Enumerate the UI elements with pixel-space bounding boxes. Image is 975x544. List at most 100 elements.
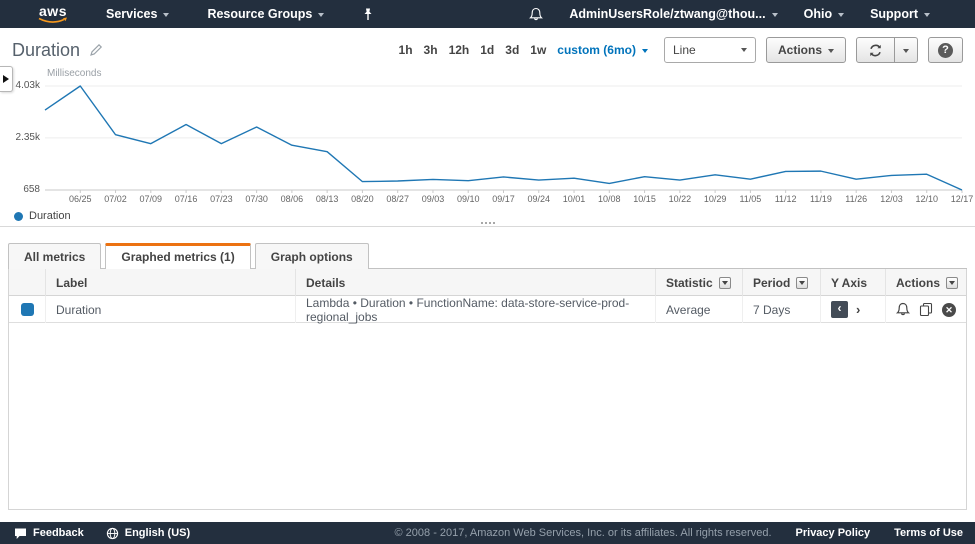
chevron-down-icon	[318, 13, 324, 20]
nav-resource-groups[interactable]: Resource Groups	[207, 7, 324, 21]
legend-item-duration[interactable]: Duration	[14, 210, 71, 222]
y-axis-tick-label: 4.03k	[0, 80, 40, 91]
x-axis-label: 10/29	[704, 194, 727, 204]
chart-toolbar: 1h 3h 12h 1d 3d 1w custom (6mo) Line Actions	[399, 37, 963, 63]
cell-actions: ✕	[886, 296, 975, 323]
legend-color-swatch	[14, 212, 23, 221]
y-axis-right-button[interactable]: ›	[856, 302, 860, 317]
chevron-down-icon	[924, 13, 930, 20]
x-axis-label: 09/10	[457, 194, 480, 204]
custom-range-button[interactable]: custom (6mo)	[557, 43, 648, 57]
tab-graphed-metrics[interactable]: Graphed metrics (1)	[105, 243, 250, 269]
time-range-3d[interactable]: 3d	[505, 43, 519, 57]
top-navigation-bar: aws Services Resource Groups	[0, 0, 975, 28]
table-row: Duration Lambda • Duration • FunctionNam…	[9, 296, 966, 323]
globe-icon	[106, 527, 119, 540]
create-alarm-button[interactable]	[896, 302, 910, 317]
custom-range-label: custom (6mo)	[557, 43, 636, 57]
y-axis-unit-label: Milliseconds	[47, 68, 101, 79]
x-axis-label: 09/24	[528, 194, 551, 204]
aws-logo[interactable]: aws	[38, 5, 68, 24]
time-range-1d[interactable]: 1d	[480, 43, 494, 57]
metric-color-swatch[interactable]	[21, 303, 34, 316]
remove-metric-button[interactable]: ✕	[942, 303, 956, 317]
time-range-12h[interactable]: 12h	[449, 43, 470, 57]
chevron-down-icon	[741, 48, 747, 55]
statistic-dropdown-icon[interactable]	[719, 277, 731, 289]
nav-region-menu[interactable]: Ohio	[804, 7, 844, 21]
copyright-text: © 2008 - 2017, Amazon Web Services, Inc.…	[395, 527, 772, 539]
x-axis-label: 12/17	[951, 194, 974, 204]
cell-y-axis: ‹ ›	[821, 296, 886, 323]
bell-icon	[896, 302, 910, 317]
edit-title-pencil-icon[interactable]	[89, 43, 103, 57]
x-axis-label: 07/30	[245, 194, 268, 204]
nav-support-menu[interactable]: Support	[870, 7, 930, 21]
x-axis-label: 07/16	[175, 194, 198, 204]
row-color-cell	[9, 296, 46, 323]
time-range-3h[interactable]: 3h	[424, 43, 438, 57]
x-axis-label: 08/20	[351, 194, 374, 204]
nav-support-label: Support	[870, 7, 918, 21]
chevron-down-icon	[642, 49, 648, 56]
close-icon: ✕	[942, 303, 956, 317]
pane-resize-handle[interactable]	[0, 226, 975, 240]
question-mark-icon: ?	[938, 43, 953, 58]
refresh-icon	[868, 43, 883, 58]
chevron-down-icon	[163, 13, 169, 20]
notifications-bell-button[interactable]	[529, 7, 543, 22]
x-axis-label: 11/12	[775, 194, 797, 204]
pin-button[interactable]	[362, 8, 374, 21]
x-axis-label: 07/09	[140, 194, 163, 204]
help-button[interactable]: ?	[928, 37, 963, 63]
duplicate-metric-button[interactable]	[919, 302, 933, 317]
period-dropdown-icon[interactable]	[796, 277, 808, 289]
actions-button[interactable]: Actions	[766, 37, 846, 63]
feedback-label: Feedback	[33, 527, 84, 539]
tab-all-metrics[interactable]: All metrics	[8, 243, 101, 269]
x-axis-label: 11/26	[845, 194, 867, 204]
refresh-button[interactable]	[856, 37, 895, 63]
language-button[interactable]: English (US)	[106, 527, 190, 540]
cell-statistic[interactable]: Average	[656, 296, 743, 323]
x-axis-label: 10/08	[598, 194, 621, 204]
actions-dropdown-icon[interactable]	[946, 277, 958, 289]
graphed-metrics-table: Label Details Statistic Period Y Axis Ac…	[8, 269, 967, 510]
feedback-button[interactable]: Feedback	[14, 527, 84, 540]
refresh-options-button[interactable]	[895, 37, 918, 63]
chart-type-select[interactable]: Line	[664, 37, 756, 63]
nav-region-label: Ohio	[804, 7, 832, 21]
cell-label: Duration	[46, 296, 296, 323]
terms-of-use-link[interactable]: Terms of Use	[894, 527, 963, 539]
nav-services[interactable]: Services	[106, 7, 169, 21]
x-axis-label: 09/03	[422, 194, 445, 204]
chevron-down-icon	[903, 49, 909, 56]
line-chart-plot	[0, 64, 975, 204]
title-toolbar-row: Duration 1h 3h 12h 1d 3d 1w custom (6mo) Line…	[0, 28, 975, 64]
x-axis-label: 09/17	[492, 194, 515, 204]
x-axis-label: 07/02	[104, 194, 127, 204]
x-axis-label: 10/22	[669, 194, 692, 204]
y-axis-tick-label: 658	[0, 184, 40, 195]
nav-services-label: Services	[106, 7, 157, 21]
nav-user-menu[interactable]: AdminUsersRole/ztwang@thou...	[569, 7, 777, 21]
legend-label: Duration	[29, 210, 71, 222]
cell-details: Lambda • Duration • FunctionName: data-s…	[296, 296, 656, 323]
nav-resource-groups-label: Resource Groups	[207, 7, 312, 21]
chevron-down-icon	[772, 13, 778, 20]
header-period: Period	[743, 269, 821, 296]
actions-button-label: Actions	[778, 43, 822, 57]
footer-bar: Feedback English (US) © 2008 - 2017, Ama…	[0, 522, 975, 544]
speech-bubble-icon	[14, 527, 27, 540]
x-axis-label: 11/05	[739, 194, 761, 204]
copy-icon	[919, 302, 933, 317]
x-axis-label: 08/13	[316, 194, 339, 204]
time-range-1w[interactable]: 1w	[530, 43, 546, 57]
cell-period[interactable]: 7 Days	[743, 296, 821, 323]
tab-graph-options[interactable]: Graph options	[255, 243, 369, 269]
header-swatch-column	[9, 269, 46, 296]
privacy-policy-link[interactable]: Privacy Policy	[796, 527, 871, 539]
metric-title-text: Duration	[12, 40, 80, 61]
time-range-1h[interactable]: 1h	[399, 43, 413, 57]
y-axis-left-button[interactable]: ‹	[831, 301, 848, 318]
